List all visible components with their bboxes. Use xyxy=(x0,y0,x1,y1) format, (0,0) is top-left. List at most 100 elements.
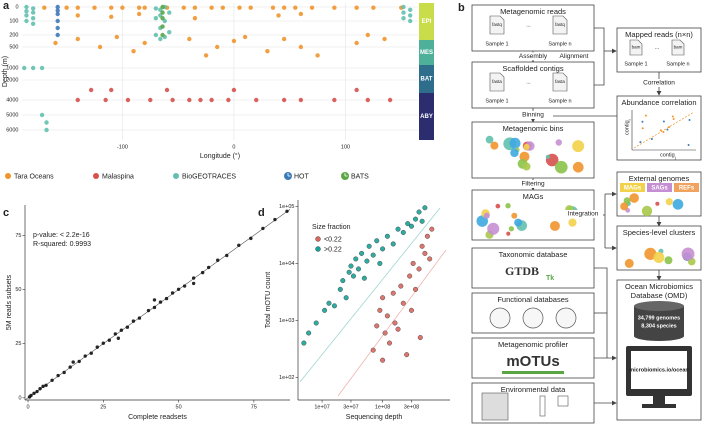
data-point xyxy=(390,241,396,247)
bin-icon xyxy=(483,212,490,219)
data-point xyxy=(380,295,386,301)
x-axis-title: Sequencing depth xyxy=(346,414,403,421)
bin-icon xyxy=(509,137,521,149)
data-point xyxy=(390,290,396,296)
data-point xyxy=(187,97,192,103)
data-point xyxy=(30,6,36,11)
bin-icon xyxy=(664,256,673,265)
monitor-stand xyxy=(653,396,665,404)
data-point xyxy=(417,335,423,341)
data-point xyxy=(429,226,435,232)
y-tick-label: 1e+02 xyxy=(279,375,294,381)
data-point xyxy=(419,243,425,249)
bin-icon xyxy=(665,198,673,206)
y-tick-label: 200 xyxy=(9,32,18,38)
data-point xyxy=(370,252,376,258)
data-point xyxy=(158,300,163,304)
data-point xyxy=(181,5,186,10)
mini-point xyxy=(662,130,665,133)
bin-icon xyxy=(487,222,500,235)
data-point xyxy=(273,217,277,222)
file-label: fasta xyxy=(555,79,565,84)
bin-icon xyxy=(572,140,585,153)
data-point xyxy=(152,305,157,310)
zone-label: ABY xyxy=(420,114,433,120)
x-tick-label: 25 xyxy=(100,404,106,410)
data-point xyxy=(395,326,401,332)
legend-marker xyxy=(315,246,321,252)
y-axis-title: Depth (m) xyxy=(2,56,9,87)
data-point xyxy=(209,5,214,10)
function-icon xyxy=(522,307,544,329)
bin-icon xyxy=(495,203,501,209)
box-title: Metagenomic reads xyxy=(500,7,566,16)
data-point xyxy=(55,8,60,13)
data-point xyxy=(203,53,209,58)
data-point xyxy=(192,16,198,21)
bin-icon xyxy=(549,220,560,231)
bin-icon xyxy=(490,141,499,150)
step-label: Alignment xyxy=(560,53,589,60)
data-point xyxy=(408,223,414,229)
mini-point xyxy=(687,144,690,147)
bin-icon xyxy=(653,251,665,264)
x-tick-label: 1e+08 xyxy=(375,404,390,410)
legend-marker xyxy=(5,173,11,179)
subscript: j xyxy=(674,155,676,160)
file-icon xyxy=(629,39,643,56)
data-point xyxy=(220,5,225,10)
x-tick-label: 50 xyxy=(176,404,182,410)
y-tick-label: 1e+03 xyxy=(279,318,294,324)
data-point xyxy=(200,270,205,275)
data-point xyxy=(422,205,428,211)
data-point xyxy=(404,352,410,358)
bin-icon xyxy=(523,143,530,151)
sampler-icon xyxy=(481,392,509,421)
omd-url: microbiomics.io/ocean xyxy=(629,367,689,373)
box-title: Metagenomic bins xyxy=(503,124,564,133)
data-point xyxy=(160,4,165,10)
data-point xyxy=(192,5,198,10)
box-title: External genomes xyxy=(629,174,690,183)
bin-icon xyxy=(555,139,562,146)
y-tick-label: 500 xyxy=(9,44,18,50)
bin-icon xyxy=(511,212,518,219)
file-icon xyxy=(489,15,505,35)
database-icon xyxy=(634,301,684,311)
data-point xyxy=(24,13,29,18)
box-title: Metagenomic profiler xyxy=(498,340,569,349)
data-point xyxy=(398,283,404,289)
workflow-box xyxy=(616,95,702,161)
step-label: Binning xyxy=(522,112,544,119)
data-point xyxy=(380,246,386,252)
legend-label: BATS xyxy=(351,173,369,180)
data-point xyxy=(24,9,29,14)
data-point xyxy=(142,40,147,46)
data-point xyxy=(298,97,304,103)
box-title: Environmental data xyxy=(501,385,566,394)
data-point xyxy=(298,11,304,17)
legend-label: BioGEOTRACES xyxy=(182,173,236,180)
data-point xyxy=(116,336,121,340)
data-point xyxy=(95,345,99,349)
data-point xyxy=(231,87,237,93)
step-label: Filtering xyxy=(521,181,545,188)
data-point xyxy=(187,36,192,42)
data-point xyxy=(167,10,172,15)
data-point xyxy=(50,378,54,382)
box-title: Ocean Microbiomics xyxy=(625,282,693,291)
database-icon xyxy=(634,331,684,341)
data-point xyxy=(75,97,80,103)
depth-zone xyxy=(419,40,434,65)
data-point xyxy=(44,120,49,125)
file-label: bam xyxy=(632,45,641,50)
data-point xyxy=(125,97,131,103)
y-axis-title: Total mOTU count xyxy=(265,272,272,328)
data-point xyxy=(44,383,48,387)
data-point xyxy=(109,14,114,19)
data-point xyxy=(301,340,307,346)
data-point xyxy=(309,5,315,10)
y-tick-label: 50 xyxy=(15,287,21,293)
data-point xyxy=(326,300,332,306)
sample-label: Sample 1 xyxy=(624,61,647,67)
